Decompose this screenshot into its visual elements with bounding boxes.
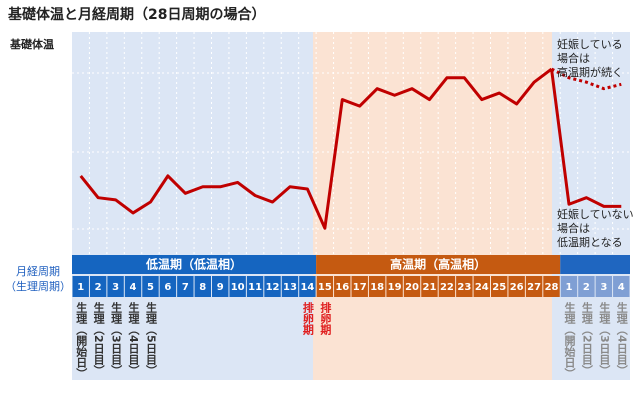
day-box xyxy=(438,276,456,297)
day-box xyxy=(595,276,613,297)
day-note: 生理（4日目） xyxy=(615,301,629,376)
x-tick-label: 24 xyxy=(475,282,489,293)
day-note: 生理（4日目） xyxy=(127,301,141,376)
x-tick-label: 17 xyxy=(353,282,367,293)
day-box xyxy=(212,276,229,297)
x-tick-label: 5 xyxy=(147,282,154,293)
high-phase-bg xyxy=(313,32,552,380)
temperature-line xyxy=(79,67,553,230)
day-note: 生理（3日目） xyxy=(598,301,612,376)
day-box xyxy=(334,276,351,297)
day-box xyxy=(613,276,630,297)
x-tick-label: 28 xyxy=(545,282,559,293)
day-box xyxy=(403,276,421,297)
day-box xyxy=(264,276,281,297)
y-axis-label: 基礎体温 xyxy=(9,37,54,51)
day-box xyxy=(386,276,403,297)
x-tick-label: 20 xyxy=(405,282,419,293)
day-box xyxy=(316,276,334,297)
x-tick-label: 3 xyxy=(112,282,119,293)
x-tick-label: 11 xyxy=(248,282,262,293)
day-box xyxy=(246,276,264,297)
grid xyxy=(72,72,630,230)
x-tick-label: 21 xyxy=(423,282,437,293)
day-note: 生理（開始日） xyxy=(563,301,577,379)
day-note: 生理（5日目） xyxy=(144,301,158,376)
day-box xyxy=(72,276,89,297)
phase-label: 低温期（低温相） xyxy=(145,257,242,272)
x-tick-label: 1 xyxy=(565,282,572,293)
day-box xyxy=(473,276,490,297)
x-tick-label: 23 xyxy=(457,282,471,293)
day-box xyxy=(124,276,142,297)
x-tick-label: 8 xyxy=(199,282,206,293)
phase-label: 高温期（高温相） xyxy=(390,257,486,272)
x-tick-label: 18 xyxy=(370,282,384,293)
day-note: 生理（2日目） xyxy=(580,301,594,376)
annotation: 妊娠していない xyxy=(557,207,634,221)
x-tick-label: 4 xyxy=(130,282,137,293)
day-box xyxy=(107,276,124,297)
day-box xyxy=(421,276,438,297)
annotation: 場合は xyxy=(557,51,590,65)
day-box xyxy=(525,276,543,297)
x-tick-label: 10 xyxy=(231,282,245,293)
phase-bar xyxy=(316,255,561,274)
day-box xyxy=(456,276,473,297)
day-note: 排卵期 xyxy=(319,301,332,336)
day-note: 生理（3日目） xyxy=(110,301,124,376)
x-tick-label: 19 xyxy=(388,282,402,293)
x-tick-label: 2 xyxy=(583,282,590,293)
x-tick-label: 4 xyxy=(618,282,625,293)
day-box xyxy=(142,276,159,297)
day-box xyxy=(491,276,508,297)
temperature-line xyxy=(550,68,622,208)
day-box xyxy=(578,276,595,297)
day-note: 生理（2日目） xyxy=(92,301,106,376)
x-tick-label: 7 xyxy=(182,282,189,293)
day-box xyxy=(351,276,368,297)
day-box xyxy=(177,276,194,297)
x-tick-label: 1 xyxy=(77,282,84,293)
x-tick-label: 3 xyxy=(600,282,607,293)
day-box xyxy=(281,276,299,297)
day-box xyxy=(194,276,211,297)
day-box xyxy=(229,276,246,297)
day-box xyxy=(89,276,107,297)
annotation: 場合は xyxy=(557,221,590,235)
annotation: 低温期となる xyxy=(557,236,623,249)
day-box xyxy=(299,276,316,297)
x-tick-label: 25 xyxy=(492,282,506,293)
day-note: 生理（開始日） xyxy=(75,301,89,379)
annotation: 妊娠している xyxy=(557,37,623,51)
phase-bar xyxy=(560,255,630,274)
x-tick-label: 2 xyxy=(95,282,102,293)
cycle-label: （生理周期） xyxy=(5,279,71,293)
x-tick-label: 27 xyxy=(527,282,541,293)
temperature-line xyxy=(550,67,622,91)
annotation: 高温期が続く xyxy=(557,65,623,79)
x-tick-label: 13 xyxy=(283,282,297,293)
day-box xyxy=(508,276,525,297)
x-tick-label: 22 xyxy=(440,282,454,293)
x-tick-label: 26 xyxy=(510,282,524,293)
low-phase-bg xyxy=(72,32,313,380)
x-tick-label: 9 xyxy=(217,282,224,293)
day-box xyxy=(159,276,177,297)
day-box xyxy=(560,276,578,297)
day-note: 排卵期 xyxy=(301,301,314,336)
x-tick-label: 12 xyxy=(266,282,280,293)
x-tick-label: 14 xyxy=(300,282,314,293)
cycle-label: 月経周期 xyxy=(16,265,60,278)
x-tick-label: 15 xyxy=(318,282,332,293)
day-box xyxy=(368,276,386,297)
vgrid xyxy=(88,32,614,255)
x-tick-label: 6 xyxy=(164,282,171,293)
phase-bar xyxy=(72,255,317,274)
day-box xyxy=(543,276,560,297)
chart-title: 基礎体温と月経周期（28日周期の場合） xyxy=(8,6,265,23)
x-tick-label: 16 xyxy=(335,282,349,293)
